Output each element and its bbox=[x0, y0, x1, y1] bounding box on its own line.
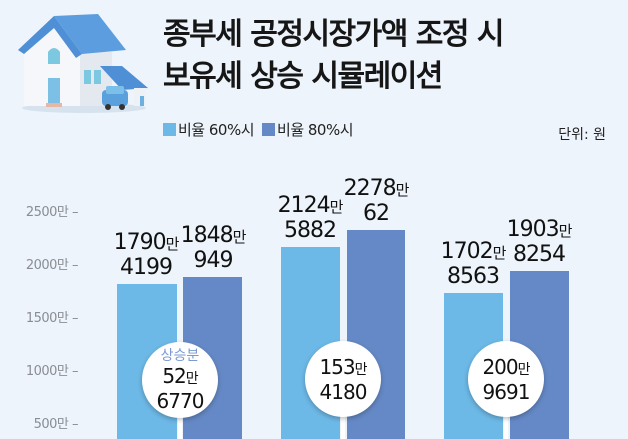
value-bottom: 62 bbox=[363, 201, 390, 226]
value-group2-60: 2124만 5882 bbox=[271, 194, 349, 243]
legend-item-60: 비율 60%시 bbox=[163, 119, 255, 140]
value-top: 2278만 bbox=[343, 176, 410, 201]
value-bottom: 8563 bbox=[447, 264, 500, 289]
value-bottom: 4199 bbox=[120, 255, 173, 280]
value-top: 1903만 bbox=[506, 217, 573, 242]
increase-bottom: 9691 bbox=[482, 379, 531, 404]
value-top: 1790만 bbox=[113, 230, 180, 255]
y-tick-1000: 1000만 – bbox=[25, 364, 79, 379]
increase-bubble-group1: 상승분 52만 6770 bbox=[142, 342, 218, 418]
increase-top: 200만 bbox=[482, 354, 530, 379]
increase-label: 상승분 bbox=[160, 348, 200, 364]
value-bottom: 8254 bbox=[513, 242, 566, 267]
value-group2-80: 2278만 62 bbox=[337, 177, 415, 226]
value-top: 1848만 bbox=[180, 223, 247, 248]
increase-top: 153만 bbox=[319, 354, 367, 379]
legend-item-80: 비율 80%시 bbox=[262, 119, 354, 140]
legend-label-80: 비율 80%시 bbox=[277, 121, 354, 139]
value-group3-80: 1903만 8254 bbox=[500, 218, 578, 267]
increase-bubble-group3: 200만 9691 bbox=[468, 341, 544, 417]
legend-swatch-60 bbox=[163, 123, 176, 136]
increase-bottom: 6770 bbox=[156, 389, 205, 413]
y-tick-1500: 1500만 – bbox=[25, 311, 79, 326]
increase-top: 52만 bbox=[162, 364, 198, 388]
bubble-stem bbox=[178, 409, 182, 439]
bubble-stem bbox=[341, 409, 345, 439]
legend-swatch-80 bbox=[262, 123, 276, 136]
unit-label: 단위: 원 bbox=[558, 127, 606, 143]
house-with-carport-icon bbox=[18, 14, 148, 113]
increase-bottom: 4180 bbox=[319, 379, 368, 404]
value-group1-60: 1790만 4199 bbox=[107, 231, 185, 280]
value-top: 2124만 bbox=[277, 193, 344, 218]
value-group1-80: 1848만 949 bbox=[174, 224, 252, 273]
value-top: 1702만 bbox=[440, 239, 507, 264]
y-tick-2500: 2500만 – bbox=[25, 205, 79, 220]
value-group3-60: 1702만 8563 bbox=[434, 240, 512, 289]
value-bottom: 5882 bbox=[284, 218, 337, 243]
increase-bubble-group2: 153만 4180 bbox=[305, 341, 381, 417]
value-bottom: 949 bbox=[193, 248, 234, 273]
title-line-2: 보유세 상승 시뮬레이션 bbox=[163, 59, 443, 94]
chart-legend: 비율 60%시 비율 80%시 bbox=[163, 119, 361, 140]
legend-label-60: 비율 60%시 bbox=[178, 121, 255, 139]
bubble-stem bbox=[504, 409, 508, 439]
page-title: 종부세 공정시장가액 조정 시 보유세 상승 시뮬레이션 bbox=[163, 14, 505, 98]
title-line-1: 종부세 공정시장가액 조정 시 bbox=[163, 17, 505, 52]
y-tick-2000: 2000만 – bbox=[25, 258, 79, 273]
y-tick-500: 500만 – bbox=[33, 417, 79, 432]
